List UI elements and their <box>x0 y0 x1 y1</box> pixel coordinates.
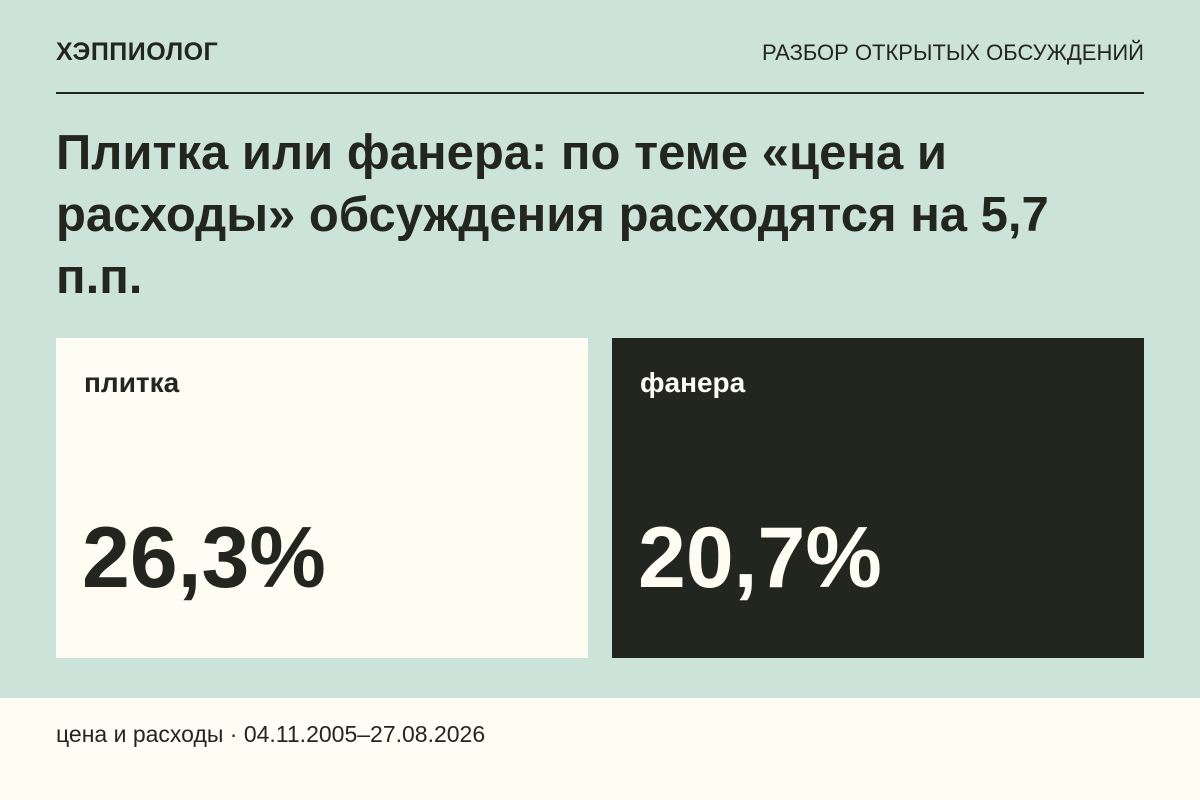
comparison-card-plywood: фанера 20,7% <box>612 338 1144 658</box>
header: ХЭППИОЛОГ РАЗБОР ОТКРЫТЫХ ОБСУЖДЕНИЙ <box>56 0 1144 94</box>
card-value-tile: 26,3% <box>82 510 326 606</box>
headline: Плитка или фанера: по теме «цена и расхо… <box>56 126 1049 304</box>
card-value-plywood: 20,7% <box>638 510 882 606</box>
section-label: РАЗБОР ОТКРЫТЫХ ОБСУЖДЕНИЙ <box>761 40 1144 65</box>
comparison-card-tile: плитка 26,3% <box>56 338 588 658</box>
brand-name: ХЭППИОЛОГ <box>56 38 219 66</box>
footer-caption: цена и расходы · 04.11.2005–27.08.2026 <box>56 721 486 747</box>
card-label-tile: плитка <box>84 367 180 398</box>
footer: цена и расходы · 04.11.2005–27.08.2026 <box>0 698 1200 800</box>
card-label-plywood: фанера <box>640 367 746 398</box>
